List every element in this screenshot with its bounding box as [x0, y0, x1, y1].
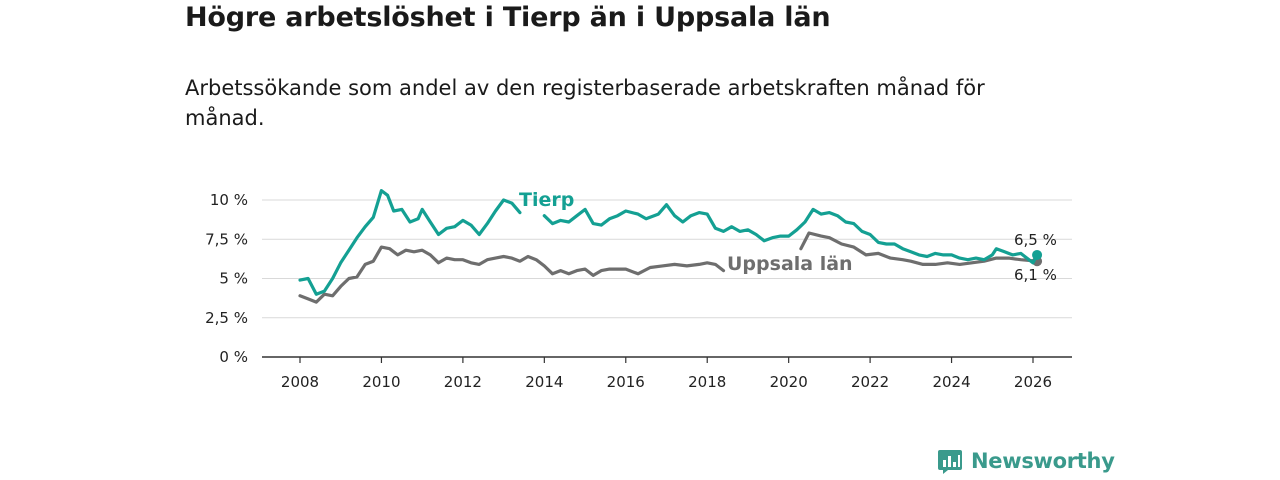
- x-tick-label: 2020: [770, 373, 808, 391]
- series-line-tierp: [298, 189, 1039, 296]
- brand-name: Newsworthy: [971, 449, 1115, 473]
- series-label-tierp: Tierp: [519, 189, 574, 211]
- y-tick-label: 7,5 %: [205, 230, 248, 248]
- brand-logo[interactable]: Newsworthy: [937, 448, 1115, 474]
- x-tick-label: 2012: [444, 373, 482, 391]
- y-tick-label: 5 %: [219, 270, 248, 288]
- x-tick-label: 2014: [525, 373, 563, 391]
- end-label-tierp: 6,5 %: [1014, 231, 1057, 249]
- end-label-uppsala: 6,1 %: [1014, 266, 1057, 284]
- x-tick-label: 2024: [932, 373, 970, 391]
- chart-title: Högre arbetslöshet i Tierp än i Uppsala …: [185, 2, 831, 33]
- x-tick-label: 2026: [1014, 373, 1052, 391]
- series-lines: [298, 189, 1043, 304]
- y-tick-label: 0 %: [219, 348, 248, 366]
- x-tick-label: 2010: [362, 373, 400, 391]
- y-tick-label: 10 %: [210, 191, 248, 209]
- series-line-uppsala-l-n: [298, 231, 1039, 304]
- series-endpoint-tierp: [1032, 249, 1043, 260]
- grid-lines: [262, 199, 1072, 319]
- x-tick-label: 2008: [281, 373, 319, 391]
- x-tick-label: 2018: [688, 373, 726, 391]
- x-tick-label: 2022: [851, 373, 889, 391]
- y-tick-label: 2,5 %: [205, 309, 248, 327]
- axes: 0 % 2,5 % 5 % 7,5 % 10 % 2008 2010 2012 2014 2016…: [205, 191, 1072, 391]
- newsworthy-logo-icon: [938, 450, 962, 474]
- series-label-uppsala: Uppsala län: [727, 253, 853, 275]
- chart-labels: Tierp Uppsala län 6,5 % 6,1 %: [519, 189, 1057, 284]
- chart-subtitle: Arbetssökande som andel av den registerb…: [185, 76, 985, 130]
- x-tick-label: 2016: [607, 373, 645, 391]
